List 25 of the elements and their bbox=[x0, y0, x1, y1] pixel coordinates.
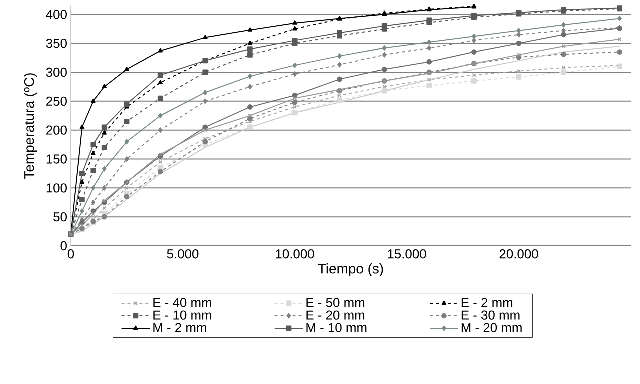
legend-label: E - 2 mm bbox=[462, 298, 513, 308]
y-axis-title: Temperatura (ºC) bbox=[24, 74, 38, 179]
x-tick-label: 0 bbox=[68, 250, 74, 259]
x-tick-label: 10.000 bbox=[276, 250, 314, 259]
y-tick-label: 0 bbox=[60, 241, 67, 251]
legend-label: E - 50 mm bbox=[306, 298, 365, 308]
legend-label: E - 30 mm bbox=[462, 310, 520, 320]
y-tick-label: 50 bbox=[54, 212, 67, 222]
x-tick-label: 20.000 bbox=[500, 250, 538, 259]
x-tick-label: 5.000 bbox=[167, 250, 199, 259]
y-tick-label: 150 bbox=[46, 154, 67, 164]
legend-label: M - 20 mm bbox=[462, 323, 522, 332]
y-tick-label: 300 bbox=[46, 68, 67, 78]
legend-label: E - 10 mm bbox=[154, 310, 212, 320]
y-tick-label: 350 bbox=[46, 38, 67, 48]
y-tick-label: 100 bbox=[46, 184, 67, 193]
x-axis-title: Tiempo (s) bbox=[318, 264, 384, 277]
legend-label: M - 10 mm bbox=[306, 323, 367, 332]
legend-label: M - 2 mm bbox=[154, 323, 206, 332]
x-tick-label: 15.000 bbox=[388, 250, 426, 259]
y-tick-label: 250 bbox=[46, 96, 67, 106]
legend-label: E - 20 mm bbox=[306, 310, 365, 320]
y-tick-label: 400 bbox=[46, 10, 67, 20]
y-tick-label: 200 bbox=[46, 126, 67, 135]
legend-label: E - 40 mm bbox=[154, 298, 212, 308]
